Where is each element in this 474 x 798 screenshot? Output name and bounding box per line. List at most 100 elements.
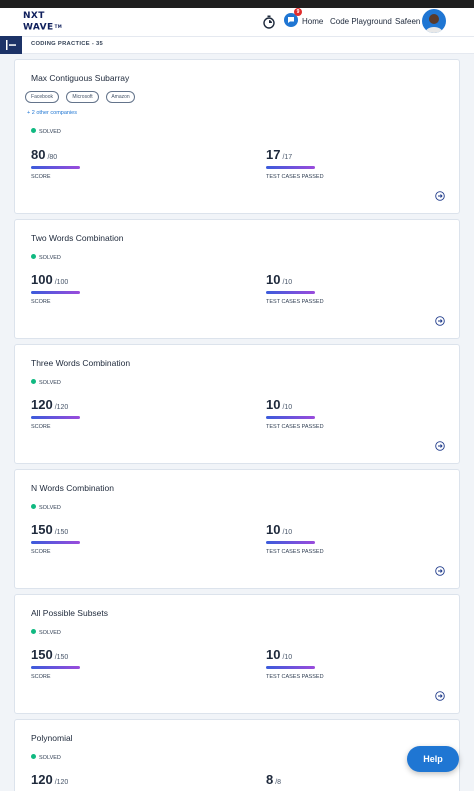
status-badge: SOLVED <box>31 754 61 761</box>
score-metric: 120/120 <box>31 771 68 789</box>
tests-total: /10 <box>282 404 293 411</box>
arrow-right-circle-icon[interactable] <box>435 441 445 451</box>
tests-total: /10 <box>282 279 293 286</box>
timer-icon[interactable] <box>262 15 276 29</box>
nav-user-name[interactable]: Safeen <box>395 17 421 26</box>
company-tag: Microsoft <box>66 91 99 103</box>
solved-dot <box>31 254 36 260</box>
score-value: 120 <box>31 397 53 412</box>
tests-total: /10 <box>282 529 293 536</box>
tests-value: 10 <box>266 522 281 537</box>
status-badge: SOLVED <box>31 128 61 135</box>
solved-dot <box>31 629 36 635</box>
problem-title[interactable]: Two Words Combination <box>31 233 124 243</box>
arrow-right-circle-icon[interactable] <box>435 191 445 201</box>
tests-progress-bar <box>266 666 315 669</box>
tests-metric: 17/17 TEST CASES PASSED <box>266 146 324 180</box>
problem-title[interactable]: N Words Combination <box>31 483 114 493</box>
bottom-edge <box>0 791 474 798</box>
tests-total: /10 <box>282 654 293 661</box>
sidebar-toggle-button[interactable] <box>0 36 22 54</box>
tests-total: /8 <box>275 779 282 786</box>
score-label: SCORE <box>31 424 51 430</box>
solved-dot <box>31 379 36 385</box>
chat-icon[interactable] <box>284 13 298 27</box>
help-button[interactable]: Help <box>407 746 459 772</box>
score-metric: 150/150 SCORE <box>31 646 80 680</box>
arrow-right-circle-icon[interactable] <box>435 566 445 576</box>
score-progress-bar <box>31 166 80 169</box>
score-label: SCORE <box>31 549 51 555</box>
score-value: 100 <box>31 272 53 287</box>
nav-code-playground-link[interactable]: Code Playground <box>330 17 392 26</box>
problem-card[interactable]: Polynomial SOLVED 120/120 8/8 <box>14 719 460 798</box>
tests-metric: 10/10 TEST CASES PASSED <box>266 521 324 555</box>
status-badge: SOLVED <box>31 629 61 636</box>
tests-label: TEST CASES PASSED <box>266 174 324 180</box>
score-value: 150 <box>31 647 53 662</box>
tests-label: TEST CASES PASSED <box>266 424 324 430</box>
avatar[interactable] <box>422 9 446 33</box>
problem-title[interactable]: All Possible Subsets <box>31 608 109 618</box>
company-tag: Amazon <box>106 91 135 103</box>
score-progress-bar <box>31 291 80 294</box>
tests-value: 8 <box>266 772 274 787</box>
score-total: /150 <box>54 529 69 536</box>
tests-progress-bar <box>266 416 315 419</box>
tests-label: TEST CASES PASSED <box>266 549 324 555</box>
problem-title[interactable]: Three Words Combination <box>31 358 131 368</box>
status-badge: SOLVED <box>31 379 61 386</box>
score-value: 80 <box>31 147 46 162</box>
score-total: /150 <box>54 654 69 661</box>
problem-card[interactable]: All Possible Subsets SOLVED 150/150 SCOR… <box>14 594 460 714</box>
score-value: 120 <box>31 772 53 787</box>
company-tag: Facebook <box>25 91 59 103</box>
score-progress-bar <box>31 541 80 544</box>
notification-badge: 9 <box>294 8 302 16</box>
tests-metric: 10/10 TEST CASES PASSED <box>266 271 324 305</box>
other-companies-link[interactable]: + 2 other companies <box>27 110 77 116</box>
tests-progress-bar <box>266 541 315 544</box>
score-total: /120 <box>54 404 69 411</box>
score-progress-bar <box>31 666 80 669</box>
tests-value: 17 <box>266 147 281 162</box>
score-total: /100 <box>54 279 69 286</box>
tests-label: TEST CASES PASSED <box>266 299 324 305</box>
score-value: 150 <box>31 522 53 537</box>
tests-progress-bar <box>266 166 315 169</box>
sub-header-bar <box>0 36 474 54</box>
tests-value: 10 <box>266 272 281 287</box>
score-metric: 100/100 SCORE <box>31 271 80 305</box>
tests-total: /17 <box>282 154 293 161</box>
score-metric: 120/120 SCORE <box>31 396 80 430</box>
problem-card[interactable]: Three Words Combination SOLVED 120/120 S… <box>14 344 460 464</box>
tests-metric: 10/10 TEST CASES PASSED <box>266 396 324 430</box>
tests-value: 10 <box>266 647 281 662</box>
top-header: NXT WAVETM 9 Home Code Playground Safeen <box>0 8 474 36</box>
problem-title[interactable]: Polynomial <box>31 733 73 743</box>
problem-card[interactable]: Max Contiguous Subarray Facebook Microso… <box>14 59 460 214</box>
score-total: /80 <box>47 154 58 161</box>
tests-label: TEST CASES PASSED <box>266 674 324 680</box>
nxtwave-logo[interactable]: NXT WAVETM <box>23 11 63 32</box>
page-title: CODING PRACTICE - 35 <box>31 41 104 47</box>
arrow-right-circle-icon[interactable] <box>435 691 445 701</box>
score-progress-bar <box>31 416 80 419</box>
score-label: SCORE <box>31 299 51 305</box>
tests-metric: 8/8 <box>266 771 281 789</box>
solved-dot <box>31 128 36 134</box>
status-badge: SOLVED <box>31 504 61 511</box>
problem-title[interactable]: Max Contiguous Subarray <box>31 73 130 83</box>
tests-progress-bar <box>266 291 315 294</box>
score-metric: 150/150 SCORE <box>31 521 80 555</box>
nav-home-link[interactable]: Home <box>302 17 324 26</box>
solved-dot <box>31 754 36 760</box>
sidebar-toggle-icon <box>6 40 16 50</box>
score-label: SCORE <box>31 674 51 680</box>
score-label: SCORE <box>31 174 51 180</box>
top-strip <box>0 0 474 8</box>
problem-card[interactable]: Two Words Combination SOLVED 100/100 SCO… <box>14 219 460 339</box>
tests-value: 10 <box>266 397 281 412</box>
problem-card[interactable]: N Words Combination SOLVED 150/150 SCORE… <box>14 469 460 589</box>
arrow-right-circle-icon[interactable] <box>435 316 445 326</box>
